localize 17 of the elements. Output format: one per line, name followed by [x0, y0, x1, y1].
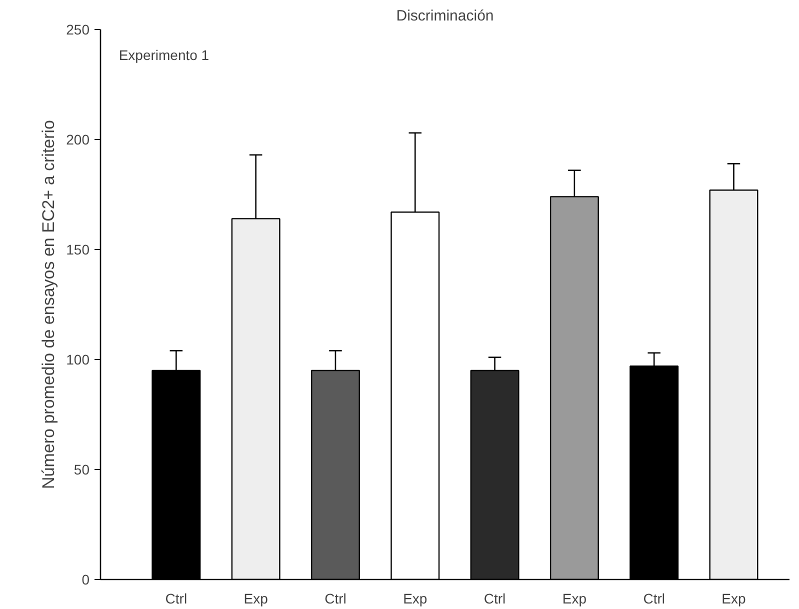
x-tick-label: Exp — [562, 590, 587, 606]
y-tick-label: 100 — [66, 352, 90, 368]
x-tick-label: Exp — [722, 590, 746, 606]
y-tick-label: 200 — [66, 132, 90, 148]
y-tick-label: 50 — [74, 462, 90, 478]
x-tick-label: Ctrl — [165, 590, 188, 606]
annotation: Experimento 1 — [118, 47, 210, 64]
y-tick-label: 250 — [66, 22, 90, 38]
y-axis-title: Número promedio de ensayos en EC2+ a criterio — [39, 120, 58, 489]
x-tick-label: Ctrl — [324, 590, 346, 606]
x-tick-label: Ctrl — [643, 590, 665, 606]
chart-title: Discriminación — [396, 8, 494, 24]
y-tick-label: 150 — [66, 242, 90, 258]
y-tick-label: 0 — [82, 572, 90, 588]
x-tick-label: Exp — [244, 590, 268, 606]
x-tick-label: Ctrl — [484, 590, 506, 606]
x-tick-label: Exp — [403, 590, 428, 606]
